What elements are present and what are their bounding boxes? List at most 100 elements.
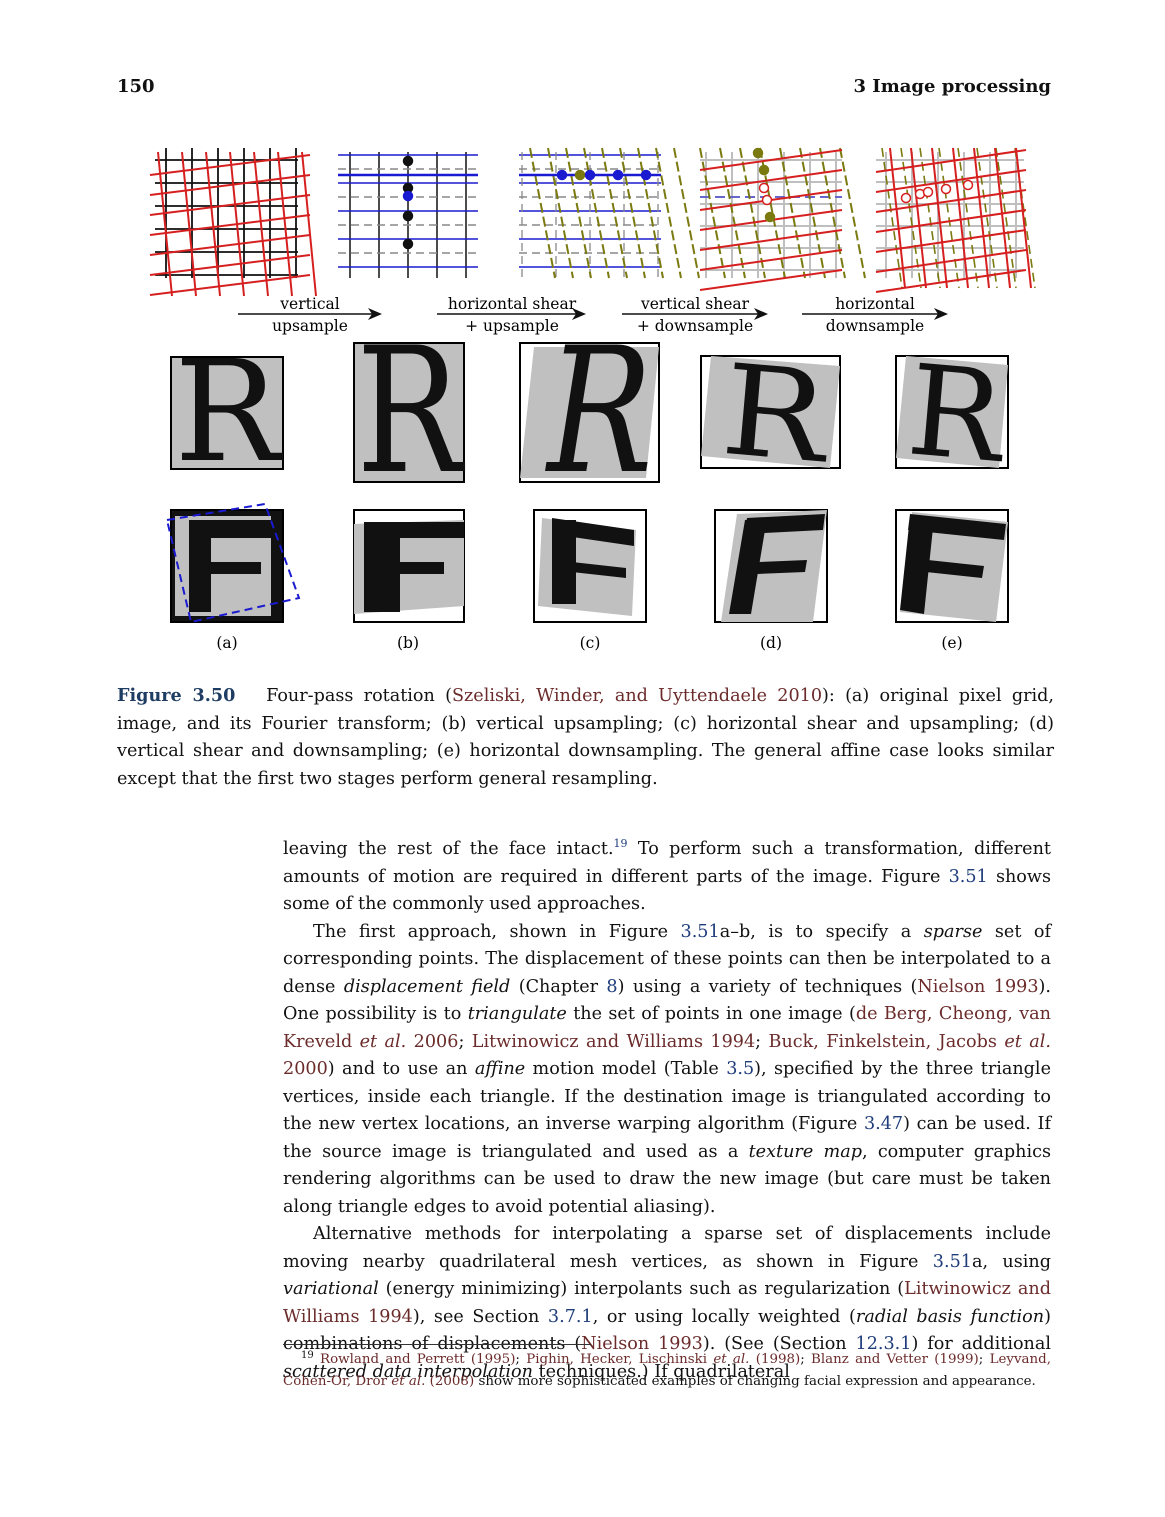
citation-text: et al.: [391, 1374, 426, 1389]
chapter-title: 3 Image processing: [853, 76, 1052, 97]
grid-line: [875, 189, 1027, 213]
grid-line: [301, 151, 317, 297]
grid-line: [889, 147, 906, 289]
citation-link[interactable]: Nielson 1993: [581, 1334, 703, 1354]
citation-link[interactable]: Rowland and Perrett (1995): [320, 1352, 516, 1367]
figure-ref-link[interactable]: 3.51: [680, 921, 720, 942]
page-number: 150: [117, 76, 155, 97]
citation-text: 2006: [406, 1031, 459, 1052]
text-run: ). One possibility is to: [283, 976, 1051, 1025]
grid-line: [875, 169, 1027, 193]
citation-link[interactable]: Pighin, Hecker, Lischinski et al. (1998): [526, 1352, 800, 1367]
emphasis: radial basis function: [855, 1306, 1045, 1327]
grid-line: [699, 269, 843, 291]
text-run: motion model (Table: [525, 1059, 727, 1079]
text-run: ) for additional: [911, 1334, 1051, 1354]
section-ref-link[interactable]: 3.7.1: [547, 1306, 593, 1327]
sample-point: [900, 192, 912, 204]
pixel-grid-d: [699, 147, 866, 291]
text-run: ;: [515, 1352, 527, 1367]
citation-link[interactable]: Litwinowicz and Williams 1994: [283, 1279, 1051, 1327]
pixel-grid-c: [519, 147, 700, 279]
citation-link[interactable]: Leyvand, Cohen-Or, Dror et al. (2008): [283, 1352, 1051, 1389]
figure-ref-link[interactable]: 3.47: [863, 1114, 904, 1134]
footnote: 19 Rowland and Perrett (1995); Pighin, H…: [283, 1349, 1051, 1393]
citation-link[interactable]: Nielson 1993: [917, 976, 1039, 997]
text-run: techniques.) If quadrilateral: [532, 1361, 790, 1382]
grid-line: [655, 147, 682, 279]
figure-ref-link[interactable]: 3.51: [932, 1251, 972, 1272]
citation-text: Leyvand, Cohen-Or, Dror: [283, 1352, 1051, 1389]
grid-line: [931, 147, 948, 289]
body-text: leaving the rest of the face intact.19 T…: [283, 836, 1051, 1386]
chapter-ref-link[interactable]: 8: [606, 976, 618, 997]
rotated-frame-outline: [165, 502, 301, 624]
sample-point: [612, 169, 624, 181]
section-ref-link[interactable]: 12.3.1: [855, 1334, 912, 1354]
grid-line: [994, 147, 1011, 289]
table-ref-link[interactable]: 3.5: [726, 1059, 755, 1079]
grid-line: [637, 147, 664, 279]
grid-line: [149, 174, 311, 196]
citation-link[interactable]: Litwinowicz and Williams 1994: [471, 1031, 756, 1052]
citation-link[interactable]: Szeliski, Winder, and Uyttendaele 2010: [451, 686, 823, 706]
letter-r: R: [717, 337, 837, 491]
text-run: ) using a variety of techniques (: [617, 976, 918, 997]
f-image-a: [165, 502, 301, 624]
text-run: the set of points in one image (: [566, 1004, 856, 1024]
panel-label-d: (d): [760, 634, 782, 652]
sample-point: [584, 169, 596, 181]
text-run: shows some of the commonly used approach…: [283, 866, 1051, 915]
sample-point: [922, 186, 934, 198]
r-image-a: R: [170, 356, 284, 470]
citation-link[interactable]: Buck, Finkelstein, Jacobs et al. 2000: [283, 1032, 1051, 1080]
emphasis: affine: [474, 1059, 526, 1079]
footnote-marker[interactable]: 19: [613, 837, 628, 850]
pixel-grid-a: [149, 148, 317, 297]
grid-line: [181, 151, 197, 297]
grid-line: [149, 194, 311, 216]
citation-text: (1998): [749, 1352, 801, 1367]
paragraph-3: Alternative methods for interpolating a …: [283, 1221, 1051, 1386]
grid-line: [938, 147, 960, 289]
emphasis: variational: [283, 1279, 379, 1299]
sample-point: [761, 194, 773, 206]
citation-text: Buck, Finkelstein, Jacobs: [768, 1031, 1005, 1052]
text-run: leaving the rest of the face intact.: [283, 839, 614, 859]
r-image-e: R: [895, 338, 1013, 491]
text-run: a–b, is to specify a: [719, 921, 924, 942]
sample-point: [758, 182, 770, 194]
f-image-c: [533, 509, 647, 623]
grid-line: [619, 147, 646, 279]
sample-point: [574, 169, 586, 181]
citation-link[interactable]: de Berg, Cheong, van Kreveld et al. 2006: [283, 1004, 1051, 1052]
text-run: (energy minimizing) interpolants such as…: [378, 1279, 905, 1299]
text-run: a, using: [971, 1251, 1051, 1272]
citation-text: et al.: [713, 1352, 750, 1367]
grid-line: [976, 147, 998, 289]
figure-ref-link[interactable]: 3.51: [948, 866, 988, 887]
grid-line: [875, 149, 1027, 173]
text-run: ;: [458, 1031, 472, 1052]
grid-line: [995, 147, 1017, 289]
panel-label-a: (a): [216, 634, 237, 652]
f-image-b: [353, 509, 465, 623]
grid-line: [253, 151, 269, 297]
arrow-horizontal-shear-upsample: horizontal shear + upsample: [437, 295, 586, 335]
panel-label-e: (e): [941, 634, 962, 652]
grid-line: [529, 147, 556, 279]
footnote-number: 19: [301, 1350, 314, 1361]
sample-point: [402, 155, 414, 167]
grid-line: [205, 151, 221, 297]
pixel-grid-b: [338, 152, 478, 278]
citation-link[interactable]: Blanz and Vetter (1999): [811, 1352, 979, 1367]
letter-r: R: [903, 338, 1013, 491]
text-run: set of corresponding points. The displac…: [283, 921, 1051, 997]
grid-line: [875, 209, 1027, 233]
grid-line: [583, 147, 610, 279]
grid-line: [547, 147, 574, 279]
text-run: Alternative methods for interpolating a …: [283, 1224, 1051, 1272]
paragraph-2: The first approach, shown in Figure 3.51…: [283, 919, 1051, 1222]
grid-line: [1015, 147, 1032, 289]
r-image-b: R: [353, 311, 465, 513]
